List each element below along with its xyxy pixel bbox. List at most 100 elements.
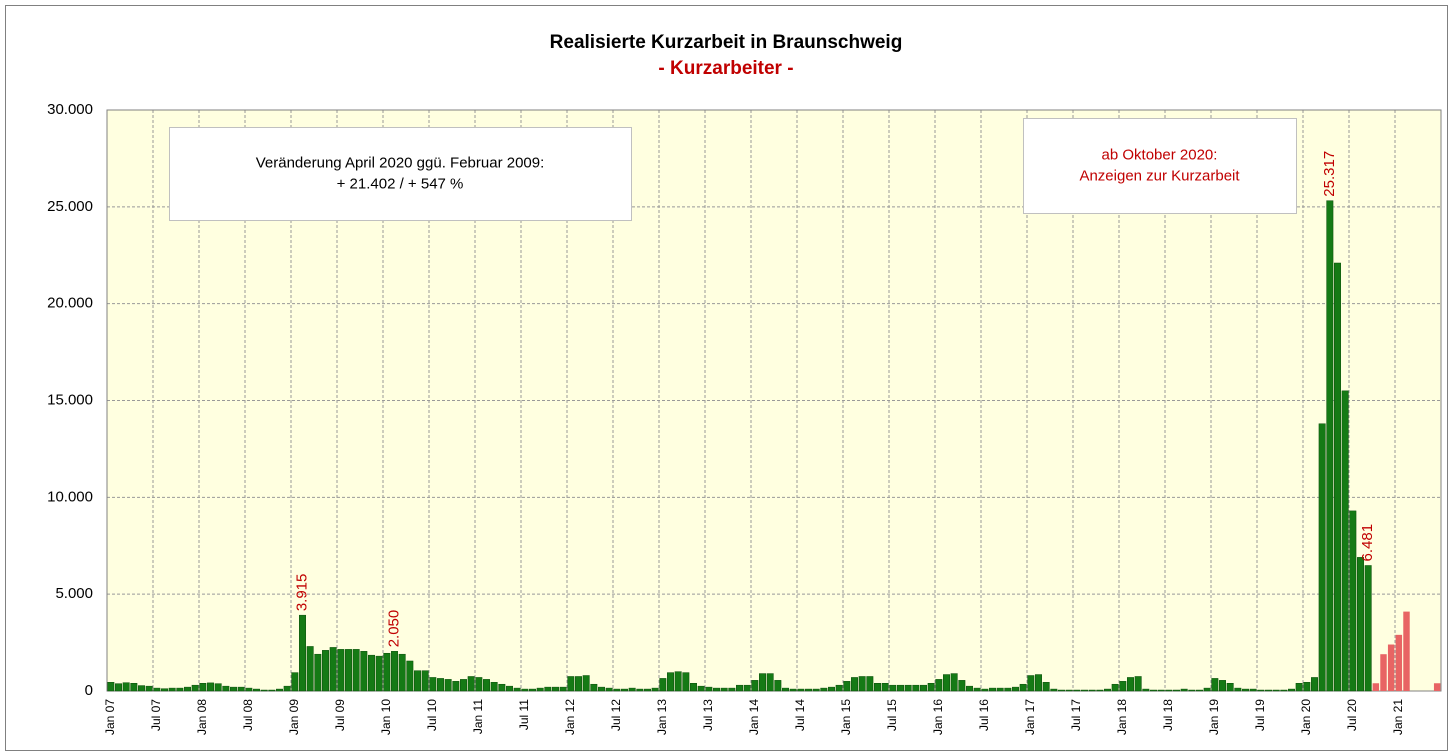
x-tick-label: Jan 11 [471,699,485,734]
x-tick-label: Jul 18 [1161,699,1175,731]
x-tick-label: Jan 17 [1023,699,1037,735]
bar [1004,687,1012,692]
bar [145,685,153,692]
bar [191,684,199,692]
bar [1134,676,1142,692]
bar [1157,689,1165,692]
bar [345,649,352,692]
bar [935,679,943,692]
bar [927,683,935,692]
bar [184,686,191,692]
bar [805,688,812,692]
bar [1249,688,1257,692]
bar [1211,678,1219,692]
bar [1272,689,1280,692]
bar [828,686,835,692]
bar [1234,687,1242,692]
x-tick-label: Jul 11 [517,699,531,730]
bar [452,681,460,692]
bar [360,651,368,692]
bar [1203,687,1211,692]
bar [820,687,828,692]
bar [1104,688,1111,692]
data-label: 3.915 [293,574,310,612]
bar [1088,689,1096,692]
bar [1242,688,1249,692]
data-label: 2.050 [385,610,402,648]
bar [866,676,874,692]
bar [621,688,628,692]
bar [291,672,299,692]
bar [1196,689,1203,692]
bar [1142,688,1150,692]
bar [199,683,207,692]
bar [368,654,375,692]
annotation-text: ab Oktober 2020: [1102,146,1218,163]
chart-subtitle: - Kurzarbeiter - [658,58,793,79]
bar [705,686,713,692]
bar [582,675,590,692]
bar [904,684,912,692]
y-tick-label: 5.000 [55,585,93,602]
x-tick-label: Jan 13 [655,699,669,735]
bar [322,650,329,692]
x-tick-label: Jul 14 [793,699,807,731]
bar [306,646,314,692]
bar [690,683,697,692]
bar [207,682,214,692]
bar [1295,683,1303,692]
bar [774,680,782,692]
bar [383,652,391,692]
x-tick-label: Jul 16 [977,699,991,731]
x-tick-label: Jul 10 [425,699,439,731]
bar [1019,683,1027,692]
bar [996,687,1004,692]
bar [122,682,130,692]
bar [843,681,851,692]
bar [498,683,506,692]
bar [651,687,659,692]
x-tick-label: Jul 15 [885,699,899,731]
bar [575,676,582,692]
bar [912,684,920,692]
bar [130,683,138,692]
bar [1311,677,1318,692]
bar [214,683,222,692]
y-tick-label: 0 [85,682,93,699]
bar [889,684,897,692]
bar [168,687,176,692]
bar [444,679,452,692]
bar [1027,675,1035,692]
bar [751,680,759,692]
bar [644,688,651,692]
bar [437,678,444,692]
bar [552,686,559,692]
bar [567,676,575,692]
y-tick-label: 30.000 [47,101,93,118]
chart-title: Realisierte Kurzarbeit in Braunschweig [550,32,903,53]
bar [544,686,552,692]
bar [789,688,797,692]
bar [966,685,973,692]
bar [375,655,383,692]
y-tick-label: 20.000 [47,295,93,312]
bar [973,687,981,692]
bar [314,653,322,692]
bar [736,684,743,692]
bar [1180,688,1188,692]
bar [1349,510,1357,692]
bar [989,687,996,692]
y-tick-label: 10.000 [47,488,93,505]
bar [1073,689,1081,692]
bar [590,683,598,692]
x-tick-label: Jul 08 [241,699,255,731]
bar [720,687,728,692]
x-tick-label: Jan 10 [379,699,393,735]
y-tick-label: 25.000 [47,198,93,215]
bar [521,688,529,692]
x-tick-label: Jan 09 [287,699,301,735]
bar [536,687,544,692]
bar [1341,390,1349,692]
bar [1081,689,1088,692]
